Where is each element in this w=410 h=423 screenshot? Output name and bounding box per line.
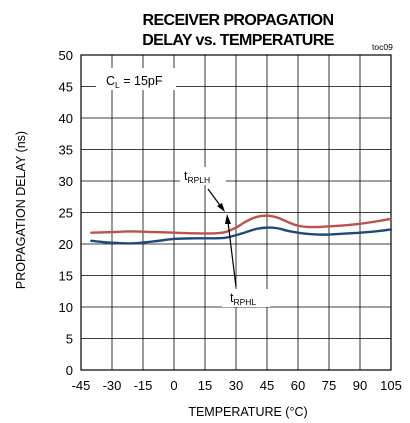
x-tick-label: 75	[322, 378, 336, 393]
plot-frame	[80, 54, 392, 371]
arrow-rphl	[227, 221, 237, 288]
series-layer	[90, 214, 393, 245]
series-line-rplh	[90, 214, 393, 235]
chart-title-line-2: DELAY vs. TEMPERATURE	[142, 32, 335, 49]
condition-box	[96, 68, 176, 90]
series-label-rphl: tRPHL	[230, 291, 256, 307]
y-tick-label: 20	[59, 237, 73, 252]
condition-sub: L	[115, 80, 120, 90]
y-tick-label: 0	[66, 363, 73, 378]
y-tick-label: 50	[59, 48, 73, 63]
x-tick-label: 30	[229, 378, 243, 393]
x-tick-label: -30	[103, 378, 122, 393]
series-label-rphl-main: t	[230, 291, 234, 305]
x-tick-label: -45	[72, 378, 91, 393]
x-tick-label: 0	[170, 378, 177, 393]
y-tick-label: 45	[59, 80, 73, 95]
x-tick-label: 105	[380, 378, 402, 393]
series-label-rphl-sub: RPHL	[233, 297, 256, 307]
figure-tag: toc09	[372, 42, 393, 52]
series-label-rplh-sub: RPLH	[187, 175, 210, 185]
y-tick-label: 35	[59, 143, 73, 158]
series-label-rplh: tRPLH	[184, 169, 210, 185]
series-label-rplh-main: t	[184, 169, 188, 183]
x-axis-label: TEMPERATURE (°C)	[188, 405, 307, 419]
y-axis-label: PROPAGATION DELAY (ns)	[14, 131, 28, 289]
chart-title-line-1: RECEIVER PROPAGATION	[143, 12, 334, 29]
label-bg-rphl	[222, 289, 270, 307]
y-tick-label: 40	[59, 111, 73, 126]
x-tick-label: 60	[291, 378, 305, 393]
arrowhead-rplh	[217, 203, 225, 212]
y-tick-labels: 0 5 10 15 20 25 30 35 40 45 50	[59, 48, 73, 378]
arrowhead-rphl	[225, 214, 231, 224]
y-tick-label: 10	[59, 300, 73, 315]
condition-main: C	[106, 74, 115, 88]
x-tick-label: -15	[134, 378, 153, 393]
condition-label: CL = 15pF	[106, 74, 163, 90]
y-tick-label: 5	[66, 332, 73, 347]
x-tick-labels: -45 -30 -15 0 15 30 45 60 75 90 105	[72, 378, 402, 393]
x-tick-label: 15	[198, 378, 212, 393]
y-tick-label: 15	[59, 269, 73, 284]
y-tick-label: 25	[59, 206, 73, 221]
x-tick-label: 90	[353, 378, 367, 393]
label-bg-rplh	[180, 167, 226, 185]
x-tick-label: 45	[260, 378, 274, 393]
grid-lines	[80, 54, 392, 371]
condition-rest: = 15pF	[120, 74, 163, 88]
y-tick-label: 30	[59, 174, 73, 189]
series-line-rphl	[90, 226, 393, 245]
